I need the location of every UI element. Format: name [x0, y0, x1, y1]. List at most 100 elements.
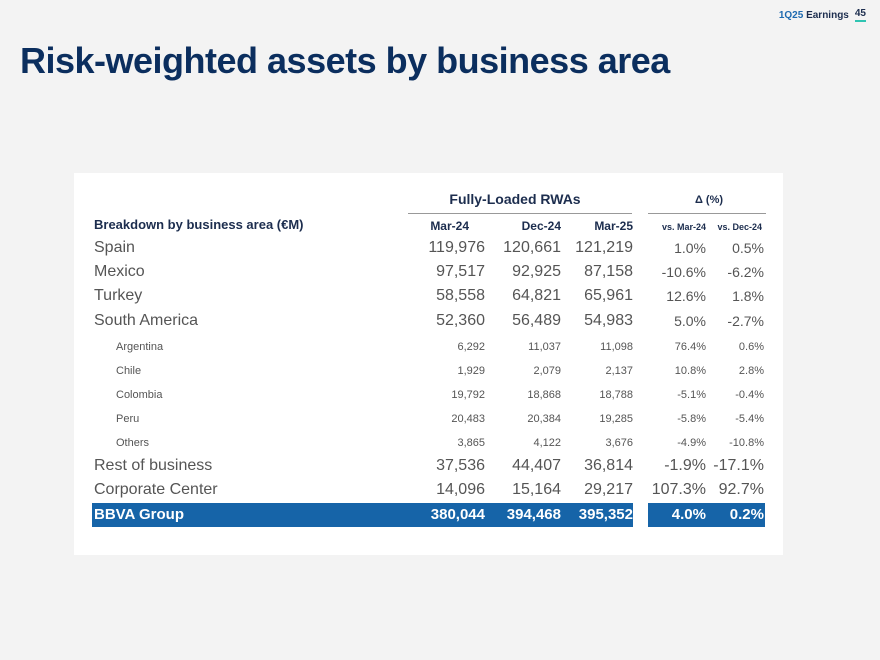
total-row: BBVA Group 380,044 394,468 395,352 4.0% …	[92, 503, 766, 527]
earnings-prefix: 1Q25	[778, 9, 804, 21]
delta-vs-dec24: 92.7%	[718, 481, 764, 498]
delta-vs-dec24: 0.5%	[732, 240, 764, 256]
table-row: Mexico 97,517 92,925 87,158 -10.6% -6.2%	[92, 261, 766, 283]
row-label: Colombia	[116, 389, 163, 401]
value-mar24: 97,517	[436, 263, 485, 280]
value-mar25: 36,814	[584, 457, 633, 474]
value-mar25: 11,098	[600, 341, 633, 353]
group-header-rwa: Fully-Loaded RWAs	[449, 191, 581, 207]
earnings-label: 1Q25 Earnings	[779, 10, 849, 21]
table-row: Corporate Center 14,096 15,164 29,217 10…	[92, 479, 766, 501]
value-mar25: 18,788	[599, 389, 633, 401]
value-mar24: 52,360	[436, 312, 485, 329]
table-row: Spain 119,976 120,661 121,219 1.0% 0.5%	[92, 237, 766, 259]
row-label: Corporate Center	[94, 481, 218, 498]
delta-header-rule	[648, 213, 766, 214]
rwa-header-rule	[408, 213, 632, 214]
value-mar25: 121,219	[575, 239, 633, 256]
table-row: Argentina 6,292 11,037 11,098 76.4% 0.6%	[92, 337, 766, 357]
delta-vs-mar24: -5.1%	[677, 389, 706, 401]
page-number: 45	[854, 8, 866, 22]
value-mar25: 3,676	[605, 437, 633, 449]
value-dec24: 20,384	[527, 413, 561, 425]
value-mar24: 119,976	[428, 239, 485, 256]
value-dec24: 4,122	[533, 437, 561, 449]
value-mar25: 87,158	[584, 263, 633, 280]
value-mar24: 58,558	[436, 287, 485, 304]
value-dec24: 2,079	[533, 365, 561, 377]
col-header-vs-mar24: vs. Mar-24	[661, 222, 706, 232]
rwa-table-card: Fully-Loaded RWAs Δ (%) Breakdown by bus…	[74, 173, 783, 555]
table-row: Others 3,865 4,122 3,676 -4.9% -10.8%	[92, 433, 766, 453]
value-mar24: 20,483	[451, 413, 485, 425]
row-label: Rest of business	[94, 457, 213, 474]
earnings-text: Earnings	[806, 9, 849, 21]
value-mar24: 19,792	[451, 389, 485, 401]
col-header-mar24: Mar-24	[430, 219, 469, 233]
table-row: Rest of business 37,536 44,407 36,814 -1…	[92, 455, 766, 477]
row-label: Argentina	[116, 341, 164, 353]
table-row: Colombia 19,792 18,868 18,788 -5.1% -0.4…	[92, 385, 766, 405]
value-dec24: 15,164	[512, 481, 561, 498]
title-bold: Risk-weighted assets	[20, 40, 377, 81]
col-header-dec24: Dec-24	[521, 219, 561, 233]
row-label: BBVA Group	[94, 506, 184, 523]
value-mar25: 54,983	[584, 312, 633, 329]
row-label: Turkey	[94, 287, 143, 304]
delta-vs-mar24: 1.0%	[674, 240, 706, 256]
table-row: Chile 1,929 2,079 2,137 10.8% 2.8%	[92, 361, 766, 381]
delta-vs-dec24: -10.8%	[729, 437, 764, 449]
row-label: South America	[94, 312, 199, 329]
value-mar24: 3,865	[457, 437, 485, 449]
delta-vs-dec24: 0.6%	[738, 341, 764, 353]
value-mar24: 6,292	[457, 341, 485, 353]
delta-vs-mar24: -1.9%	[664, 457, 706, 474]
delta-vs-mar24: 10.8%	[674, 365, 706, 377]
value-mar24: 380,044	[430, 506, 485, 523]
delta-vs-dec24: -0.4%	[735, 389, 764, 401]
value-mar24: 37,536	[436, 457, 485, 474]
page-header: 1Q25 Earnings 45	[779, 8, 866, 22]
row-label: Peru	[116, 413, 140, 425]
delta-vs-mar24: -5.8%	[677, 413, 706, 425]
title-rest: by business area	[376, 40, 671, 81]
value-mar25: 2,137	[605, 365, 633, 377]
value-mar25: 65,961	[584, 287, 633, 304]
delta-vs-dec24: 1.8%	[732, 288, 764, 304]
value-dec24: 92,925	[512, 263, 561, 280]
value-dec24: 44,407	[512, 457, 561, 474]
total-bar-delta	[648, 503, 765, 527]
delta-vs-dec24: -5.4%	[735, 413, 764, 425]
table-row: Peru 20,483 20,384 19,285 -5.8% -5.4%	[92, 409, 766, 429]
delta-vs-dec24: -6.2%	[727, 264, 764, 280]
delta-vs-dec24: -17.1%	[713, 457, 764, 474]
delta-vs-mar24: 5.0%	[674, 313, 706, 329]
delta-vs-mar24: -10.6%	[661, 264, 706, 280]
value-dec24: 56,489	[512, 312, 561, 329]
col-header-mar25: Mar-25	[594, 219, 633, 233]
group-header-delta: Δ (%)	[694, 194, 724, 206]
row-label: Spain	[94, 239, 135, 256]
delta-vs-mar24: 12.6%	[666, 288, 706, 304]
col-header-vs-dec24: vs. Dec-24	[717, 222, 762, 232]
delta-vs-mar24: 4.0%	[671, 506, 706, 523]
value-mar25: 395,352	[578, 506, 633, 523]
value-dec24: 11,037	[528, 341, 561, 353]
page-title: Risk-weighted assets by business area	[20, 40, 670, 82]
delta-vs-mar24: -4.9%	[677, 437, 706, 449]
value-dec24: 18,868	[527, 389, 561, 401]
delta-vs-dec24: -2.7%	[727, 313, 764, 329]
row-label: Chile	[116, 365, 142, 377]
value-mar24: 14,096	[436, 481, 485, 498]
delta-vs-mar24: 107.3%	[651, 481, 706, 498]
breakdown-header: Breakdown by business area (€M)	[94, 217, 304, 232]
value-dec24: 394,468	[506, 506, 561, 523]
row-label: Mexico	[94, 263, 145, 280]
row-label: Others	[116, 437, 150, 449]
value-dec24: 120,661	[503, 239, 561, 256]
value-dec24: 64,821	[512, 287, 561, 304]
delta-vs-mar24: 76.4%	[674, 341, 706, 353]
total-bar-rwa	[92, 503, 633, 527]
table-row: Turkey 58,558 64,821 65,961 12.6% 1.8%	[92, 285, 766, 307]
delta-vs-dec24: 2.8%	[738, 365, 764, 377]
